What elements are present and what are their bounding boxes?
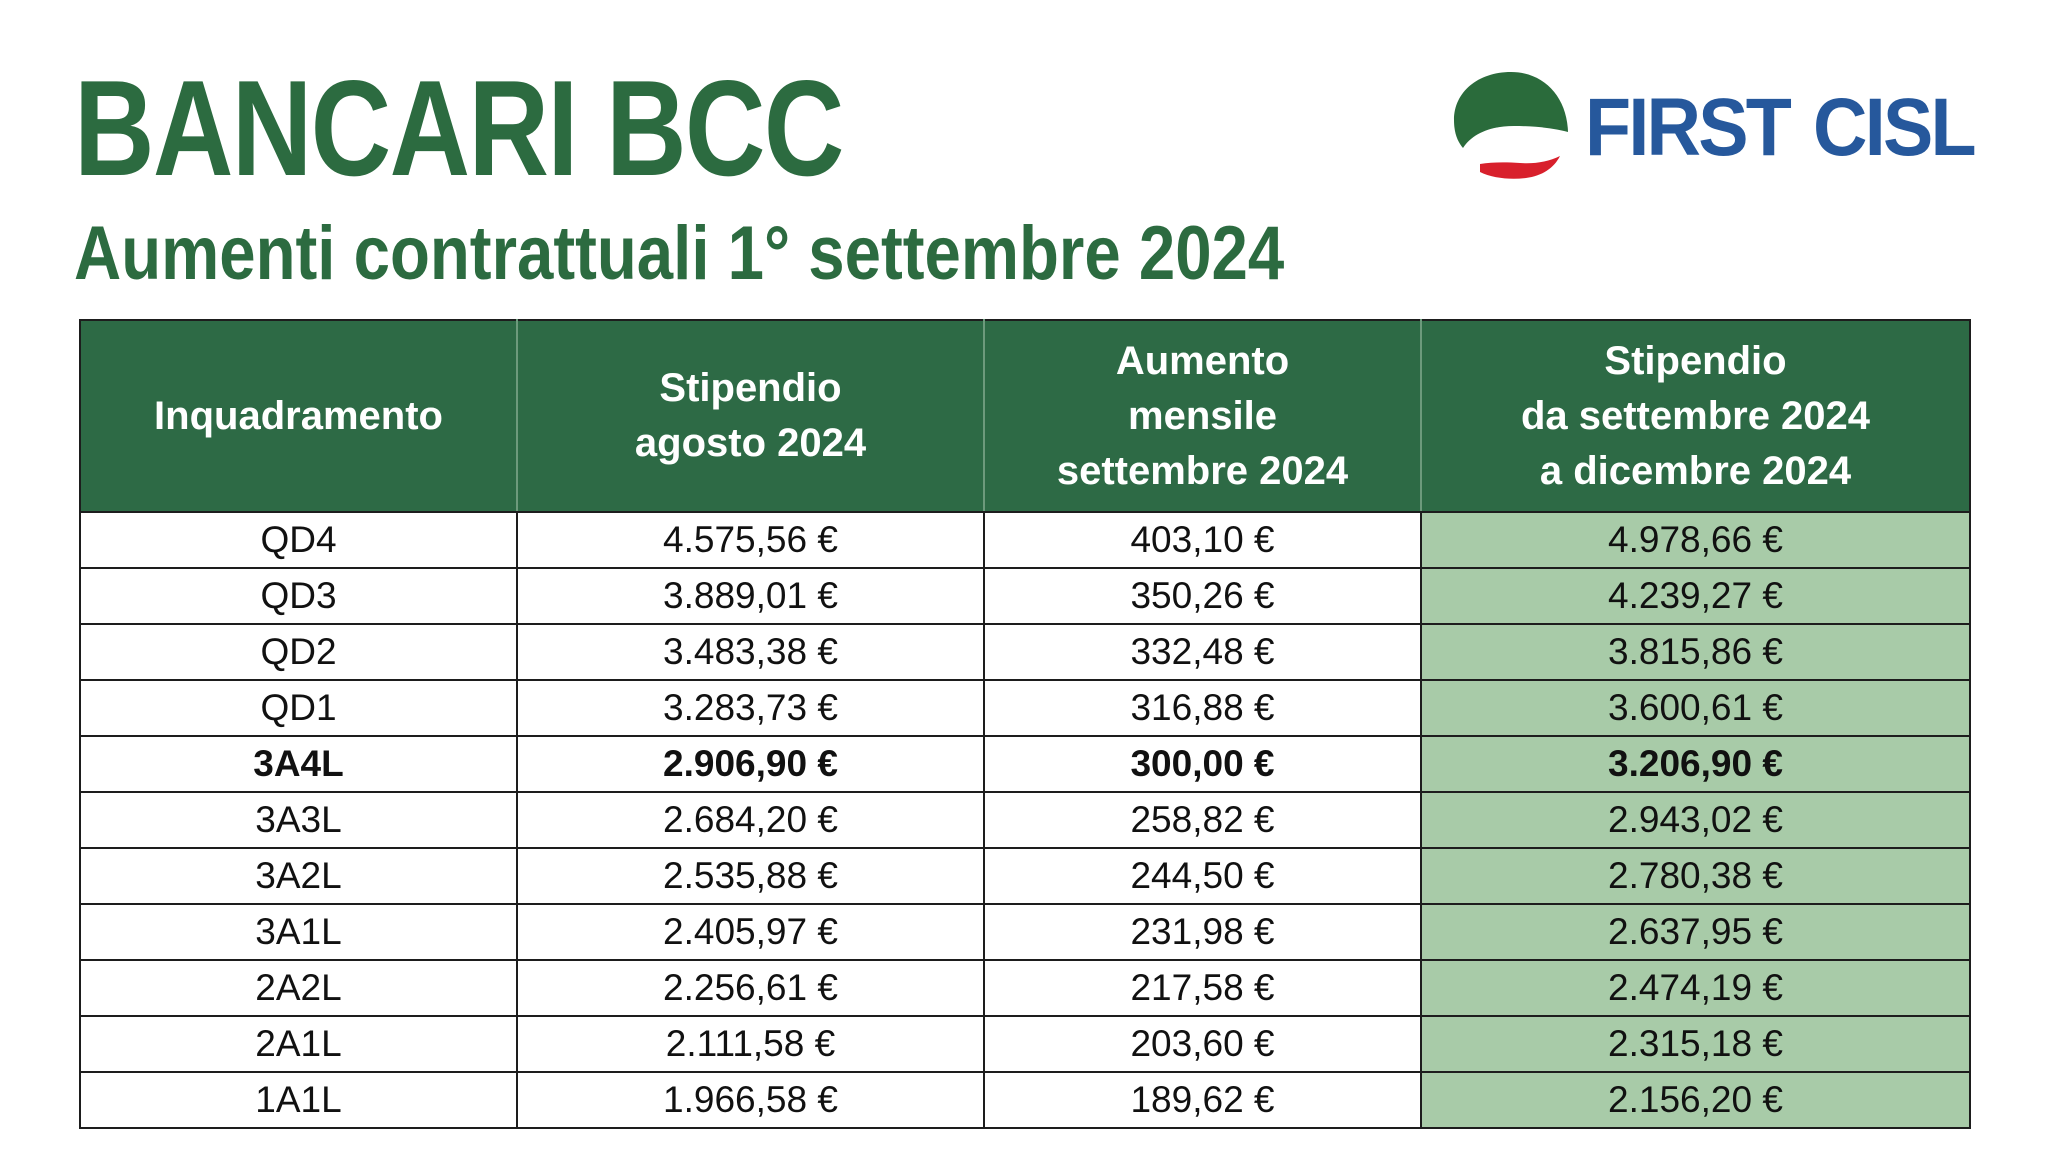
cell-stipendio-agosto: 2.256,61 € <box>516 959 985 1017</box>
header-line: Aumento <box>1115 338 1290 383</box>
header-line: Stipendio <box>659 366 842 410</box>
table-row: 1A1L 1.966,58 €189,62 €2.156,20 € <box>79 1071 1971 1129</box>
cell-stipendio-nuovo: 3.206,90 € <box>1420 735 1971 793</box>
column-header-stipendio-agosto: Stipendio agosto 2024 <box>516 319 985 513</box>
header-line: da settembre 2024 <box>1520 393 1871 438</box>
cell-inquadramento: 3A4L <box>79 735 518 793</box>
header-line: Inquadramento <box>154 393 443 438</box>
page-title: BANCARI BCC <box>74 52 844 204</box>
cell-stipendio-nuovo: 2.474,19 € <box>1420 959 1971 1017</box>
table-header-row: Inquadramento Stipendio agosto 2024 Aume… <box>79 319 1971 513</box>
column-header-stipendio-nuovo: Stipendio da settembre 2024 a dicembre 2… <box>1420 319 1971 513</box>
table-row: QD3 3.889,01 €350,26 €4.239,27 € <box>79 567 1971 625</box>
cell-stipendio-nuovo: 2.156,20 € <box>1420 1071 1971 1129</box>
logo-word-cisl: CISL <box>1813 82 1977 173</box>
table-row: 3A3L 2.684,20 €258,82 €2.943,02 € <box>79 791 1971 849</box>
header-line: a dicembre 2024 <box>1539 448 1852 493</box>
cell-stipendio-agosto: 2.906,90 € <box>516 735 985 793</box>
cell-inquadramento: 3A2L <box>79 847 518 905</box>
cell-stipendio-agosto: 2.405,97 € <box>516 903 985 961</box>
first-cisl-logo: FIRST CISL <box>1450 68 1980 188</box>
cell-stipendio-nuovo: 4.978,66 € <box>1420 511 1971 569</box>
table-row: 2A1L 2.111,58 €203,60 €2.315,18 € <box>79 1015 1971 1073</box>
cell-aumento-mensile: 403,10 € <box>983 511 1422 569</box>
header-line: agosto 2024 <box>634 421 867 465</box>
cell-stipendio-agosto: 4.575,56 € <box>516 511 985 569</box>
cell-stipendio-nuovo: 2.315,18 € <box>1420 1015 1971 1073</box>
logo-word-first: FIRST <box>1585 82 1792 173</box>
table-row: QD1 3.283,73 €316,88 €3.600,61 € <box>79 679 1971 737</box>
cell-stipendio-agosto: 2.111,58 € <box>516 1015 985 1073</box>
cell-inquadramento: QD2 <box>79 623 518 681</box>
cell-aumento-mensile: 350,26 € <box>983 567 1422 625</box>
cell-inquadramento: 3A1L <box>79 903 518 961</box>
cell-aumento-mensile: 300,00 € <box>983 735 1422 793</box>
cell-stipendio-agosto: 3.889,01 € <box>516 567 985 625</box>
salary-table: Inquadramento Stipendio agosto 2024 Aume… <box>79 319 1971 1129</box>
cell-stipendio-nuovo: 2.780,38 € <box>1420 847 1971 905</box>
cell-stipendio-nuovo: 2.637,95 € <box>1420 903 1971 961</box>
cell-inquadramento: QD4 <box>79 511 518 569</box>
cell-inquadramento: 2A1L <box>79 1015 518 1073</box>
cell-stipendio-agosto: 2.684,20 € <box>516 791 985 849</box>
logo-wordmark: FIRST CISL <box>1585 82 1977 174</box>
table-row: 3A1L 2.405,97 €231,98 €2.637,95 € <box>79 903 1971 961</box>
cell-aumento-mensile: 217,58 € <box>983 959 1422 1017</box>
column-header-inquadramento: Inquadramento <box>79 319 518 513</box>
cell-stipendio-nuovo: 2.943,02 € <box>1420 791 1971 849</box>
table-row: 2A2L 2.256,61 €217,58 €2.474,19 € <box>79 959 1971 1017</box>
cell-aumento-mensile: 316,88 € <box>983 679 1422 737</box>
cell-stipendio-nuovo: 3.815,86 € <box>1420 623 1971 681</box>
cell-stipendio-agosto: 2.535,88 € <box>516 847 985 905</box>
table-body: QD4 4.575,56 €403,10 €4.978,66 € QD3 3.889,… <box>79 511 1971 1129</box>
salary-table-container: Inquadramento Stipendio agosto 2024 Aume… <box>79 319 1971 1129</box>
cell-stipendio-nuovo: 4.239,27 € <box>1420 567 1971 625</box>
cell-aumento-mensile: 203,60 € <box>983 1015 1422 1073</box>
table-row: QD4 4.575,56 €403,10 €4.978,66 € <box>79 511 1971 569</box>
cell-aumento-mensile: 244,50 € <box>983 847 1422 905</box>
cell-inquadramento: QD3 <box>79 567 518 625</box>
table-row: 3A2L 2.535,88 €244,50 €2.780,38 € <box>79 847 1971 905</box>
header-line: settembre 2024 <box>1056 448 1349 493</box>
table-row: 3A4L 2.906,90 €300,00 €3.206,90 € <box>79 735 1971 793</box>
cell-stipendio-agosto: 3.483,38 € <box>516 623 985 681</box>
cell-inquadramento: 2A2L <box>79 959 518 1017</box>
page-subtitle: Aumenti contrattuali 1° settembre 2024 <box>74 211 1285 296</box>
cell-inquadramento: QD1 <box>79 679 518 737</box>
cell-stipendio-nuovo: 3.600,61 € <box>1420 679 1971 737</box>
cell-stipendio-agosto: 3.283,73 € <box>516 679 985 737</box>
logo-mark-icon <box>1454 72 1568 179</box>
header-line: Stipendio <box>1604 338 1787 383</box>
cell-aumento-mensile: 332,48 € <box>983 623 1422 681</box>
header-line: mensile <box>1128 393 1277 438</box>
cell-inquadramento: 1A1L <box>79 1071 518 1129</box>
column-header-aumento-mensile: Aumento mensile settembre 2024 <box>983 319 1422 513</box>
cell-aumento-mensile: 231,98 € <box>983 903 1422 961</box>
table-row: QD2 3.483,38 €332,48 €3.815,86 € <box>79 623 1971 681</box>
cell-aumento-mensile: 258,82 € <box>983 791 1422 849</box>
cell-aumento-mensile: 189,62 € <box>983 1071 1422 1129</box>
cell-inquadramento: 3A3L <box>79 791 518 849</box>
cell-stipendio-agosto: 1.966,58 € <box>516 1071 985 1129</box>
